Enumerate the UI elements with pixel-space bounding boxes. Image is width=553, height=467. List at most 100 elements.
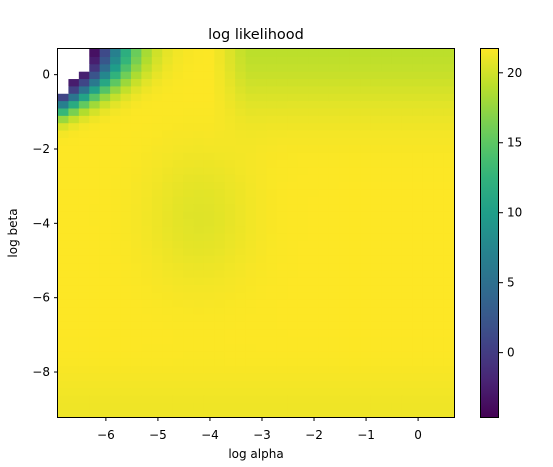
heatmap-cell — [308, 115, 320, 124]
heatmap-cell — [433, 225, 445, 234]
heatmap-cell — [339, 321, 351, 330]
heatmap-cell — [172, 144, 184, 153]
heatmap-cell — [99, 196, 111, 205]
heatmap-cell — [193, 358, 205, 367]
heatmap-cell — [183, 196, 195, 205]
heatmap-cell — [141, 218, 153, 227]
heatmap-cell — [120, 56, 132, 65]
heatmap-cell — [308, 49, 320, 57]
heatmap-cell — [193, 56, 205, 65]
heatmap-cell — [203, 402, 215, 411]
heatmap-cell — [172, 63, 184, 72]
heatmap-cell — [318, 277, 330, 286]
heatmap-cell — [401, 269, 413, 278]
heatmap-cell — [58, 93, 70, 102]
heatmap-cell — [391, 299, 403, 308]
heatmap-cell — [183, 343, 195, 352]
heatmap-cell — [224, 93, 236, 102]
heatmap-cell — [360, 100, 372, 109]
heatmap-cell — [89, 63, 101, 72]
heatmap-cell — [151, 358, 163, 367]
heatmap-cell — [172, 291, 184, 300]
heatmap-cell — [308, 218, 320, 227]
heatmap-cell — [433, 328, 445, 337]
heatmap-cell — [276, 181, 288, 190]
heatmap-cell — [141, 174, 153, 183]
heatmap-cell — [433, 255, 445, 264]
heatmap-cell — [172, 269, 184, 278]
heatmap-cell — [99, 159, 111, 168]
heatmap-cell — [58, 233, 70, 241]
heatmap-cell — [381, 49, 393, 57]
heatmap-cell — [401, 137, 413, 146]
heatmap-cell — [297, 71, 309, 80]
heatmap-cell — [276, 100, 288, 109]
heatmap-cell — [349, 358, 361, 367]
heatmap-cell — [214, 336, 226, 344]
heatmap-cell — [224, 409, 236, 418]
heatmap-cell — [256, 277, 268, 286]
heatmap-cell — [183, 56, 195, 65]
heatmap-cell — [266, 321, 278, 330]
heatmap-cell — [297, 240, 309, 249]
heatmap-cell — [401, 299, 413, 308]
heatmap-cell — [266, 137, 278, 146]
heatmap-cell — [287, 78, 299, 87]
heatmap-cell — [183, 350, 195, 359]
heatmap-cell — [162, 203, 174, 212]
heatmap-cell — [245, 85, 257, 94]
heatmap-cell — [401, 196, 413, 205]
heatmap-cell — [318, 358, 330, 367]
heatmap-cell — [412, 321, 424, 330]
heatmap-cell — [339, 218, 351, 227]
heatmap-cell — [214, 313, 226, 322]
heatmap-cell — [235, 137, 247, 146]
heatmap-cell — [391, 107, 403, 116]
heatmap-cell — [214, 277, 226, 286]
heatmap-cell — [391, 188, 403, 197]
heatmap-cell — [318, 336, 330, 344]
heatmap-cell — [266, 299, 278, 308]
heatmap-cell — [370, 85, 382, 94]
heatmap-cell — [339, 78, 351, 87]
heatmap-cell — [287, 85, 299, 94]
heatmap-cell — [276, 166, 288, 175]
heatmap-cell — [130, 203, 142, 212]
heatmap-cell — [412, 49, 424, 57]
heatmap-cell — [256, 365, 268, 374]
heatmap-cell — [214, 107, 226, 116]
heatmap-cell — [110, 56, 122, 65]
heatmap-cell — [287, 181, 299, 190]
heatmap-cell — [120, 336, 132, 344]
heatmap-cell — [318, 291, 330, 300]
heatmap-cell — [58, 321, 70, 330]
heatmap-cell — [183, 328, 195, 337]
heatmap-cell — [401, 159, 413, 168]
heatmap-cell — [391, 129, 403, 138]
heatmap-cell — [349, 299, 361, 308]
heatmap-cell — [68, 56, 80, 65]
heatmap-cell — [391, 49, 403, 57]
heatmap-cell — [99, 306, 111, 315]
heatmap-cell — [318, 115, 330, 124]
heatmap-cell — [360, 203, 372, 212]
heatmap-cell — [328, 78, 340, 87]
heatmap-cell — [245, 63, 257, 72]
heatmap-cell — [297, 247, 309, 256]
heatmap-cell — [401, 255, 413, 264]
heatmap-cell — [401, 394, 413, 403]
heatmap-cell — [339, 380, 351, 389]
heatmap-cell — [360, 365, 372, 374]
heatmap-cell — [308, 166, 320, 175]
heatmap-cell — [256, 85, 268, 94]
heatmap-cell — [78, 372, 90, 381]
heatmap-cell — [245, 240, 257, 249]
heatmap-cell — [78, 284, 90, 293]
heatmap-cell — [256, 321, 268, 330]
heatmap-cell — [412, 71, 424, 80]
heatmap-cell — [308, 387, 320, 396]
heatmap-cell — [391, 291, 403, 300]
heatmap-cell — [89, 122, 101, 131]
x-tick-label: −6 — [97, 428, 115, 442]
heatmap-cell — [151, 137, 163, 146]
